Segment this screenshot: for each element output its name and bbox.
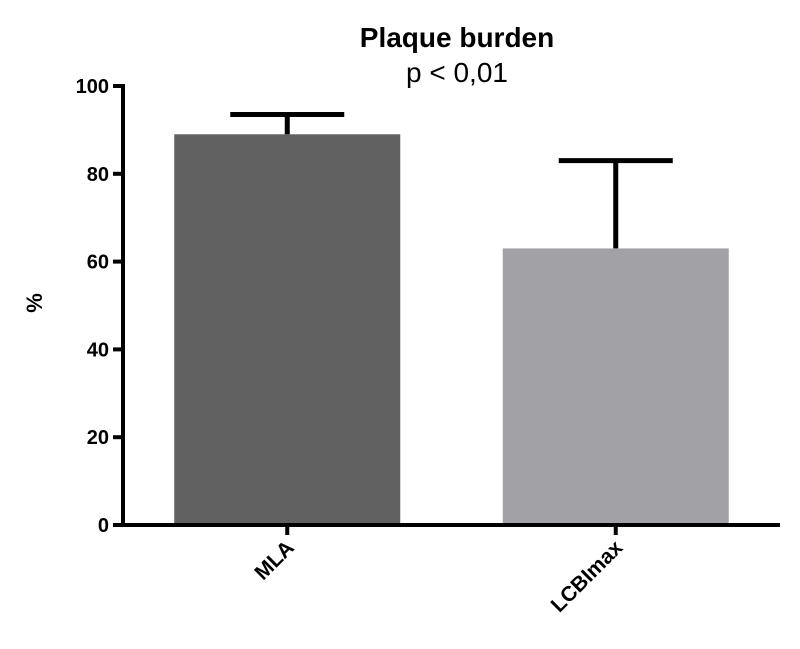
y-tick-label-20: 20 bbox=[87, 427, 109, 449]
chart-subtitle: p < 0,01 bbox=[406, 57, 508, 88]
y-tick-label-60: 60 bbox=[87, 252, 109, 274]
y-tick-label-100: 100 bbox=[76, 76, 109, 98]
y-tick-label-40: 40 bbox=[87, 339, 109, 361]
y-tick-label-80: 80 bbox=[87, 164, 109, 186]
y-axis-title: % bbox=[22, 293, 47, 313]
chart-title: Plaque burden bbox=[360, 22, 554, 53]
bar-lcbimax bbox=[502, 248, 729, 525]
x-tick-label-lcbimax: LCBImax bbox=[547, 536, 628, 617]
bar-mla bbox=[174, 134, 401, 526]
bars-group bbox=[174, 134, 729, 526]
error-bars-group bbox=[230, 112, 673, 249]
y-tick-label-0: 0 bbox=[98, 515, 109, 537]
x-tick-label-mla: MLA bbox=[250, 536, 298, 584]
